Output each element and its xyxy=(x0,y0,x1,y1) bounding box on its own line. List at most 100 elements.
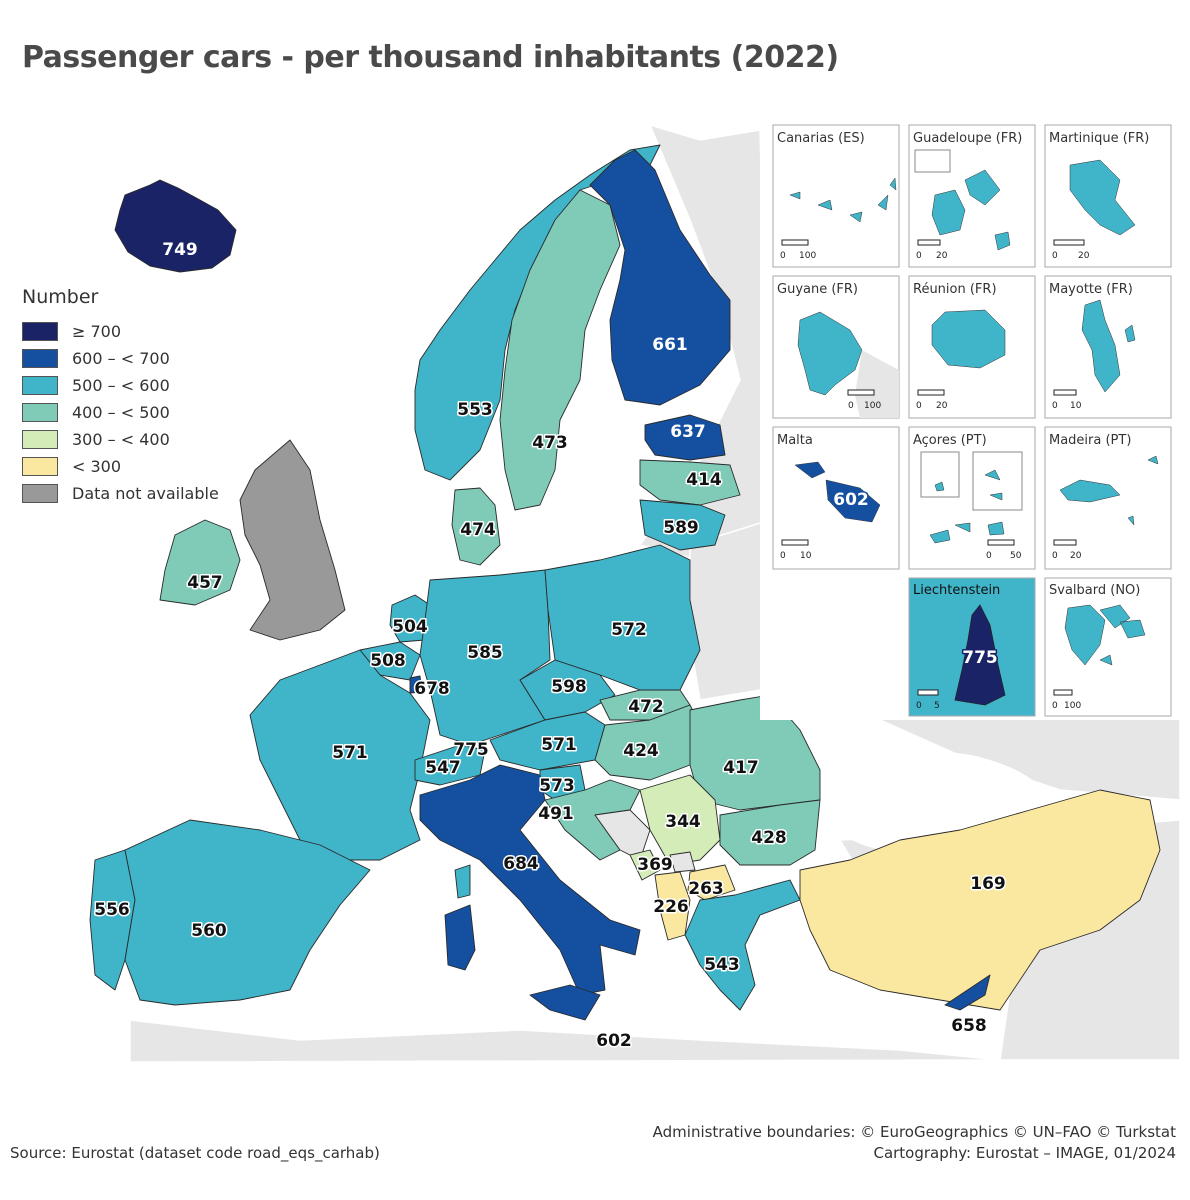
value-label-bulgaria: 428 xyxy=(751,828,787,848)
value-label-slovakia: 472 xyxy=(628,697,664,717)
region-ireland xyxy=(159,519,241,606)
inset-mayotte: Mayotte (FR) 0 10 xyxy=(1044,275,1172,419)
value-label-latvia: 414 xyxy=(686,470,722,490)
country-shapes xyxy=(89,144,1161,1021)
svg-text:10: 10 xyxy=(1070,401,1082,411)
region-north-macedonia xyxy=(687,864,736,901)
value-label-sweden: 473 xyxy=(532,433,568,453)
svg-text:Liechtenstein: Liechtenstein xyxy=(913,583,1000,598)
svg-text:Martinique (FR): Martinique (FR) xyxy=(1049,131,1149,146)
region-italy xyxy=(419,764,641,996)
value-label-poland: 572 xyxy=(611,620,647,640)
value-label-germany: 585 xyxy=(467,643,503,663)
value-label-slovenia: 573 xyxy=(539,776,575,796)
legend-label: 300 – < 400 xyxy=(72,430,170,449)
svg-text:20: 20 xyxy=(936,401,948,411)
svg-text:Madeira (PT): Madeira (PT) xyxy=(1049,433,1131,448)
source-note: Source: Eurostat (dataset code road_eqs_… xyxy=(10,1144,380,1162)
svg-text:0: 0 xyxy=(916,251,922,261)
region-united-kingdom xyxy=(239,439,346,641)
svg-text:Guyane (FR): Guyane (FR) xyxy=(777,282,858,297)
svg-text:0: 0 xyxy=(916,701,922,711)
value-label-norway: 553 xyxy=(457,400,493,420)
region-sweden xyxy=(499,189,621,511)
value-label-denmark: 474 xyxy=(460,520,496,540)
value-label-cyprus: 658 xyxy=(951,1016,987,1036)
inset-canarias: Canarias (ES) 0 100 xyxy=(772,124,900,268)
svg-text:20: 20 xyxy=(1078,251,1090,261)
legend-label: 400 – < 500 xyxy=(72,403,170,422)
region-sicily xyxy=(529,984,601,1021)
europe-map: 749 661 553 473 637 414 589 474 457 504 … xyxy=(89,115,1185,1063)
svg-text:100: 100 xyxy=(799,251,816,261)
value-label-liechtenstein-inset: 775 xyxy=(962,648,998,668)
value-label-north-macedonia: 263 xyxy=(688,879,724,899)
inset-guadeloupe: Guadeloupe (FR) 0 20 xyxy=(908,124,1036,268)
value-label-hungary: 424 xyxy=(623,741,659,761)
svg-text:20: 20 xyxy=(1070,551,1082,561)
svg-text:5: 5 xyxy=(934,701,940,711)
value-label-ireland: 457 xyxy=(187,573,223,593)
legend-label: < 300 xyxy=(72,457,122,476)
value-label-netherlands: 504 xyxy=(392,617,428,637)
legend-label: ≥ 700 xyxy=(72,322,122,341)
region-poland xyxy=(544,544,701,691)
value-label-malta: 602 xyxy=(833,490,869,510)
region-estonia xyxy=(644,414,726,461)
svg-text:100: 100 xyxy=(1064,701,1081,711)
region-latvia xyxy=(639,459,741,506)
value-label-czechia: 598 xyxy=(551,677,587,697)
map-legend: Number ≥ 700 600 – < 700 500 – < 600 400… xyxy=(22,286,219,507)
region-bosnia xyxy=(594,809,651,861)
svg-text:Canarias (ES): Canarias (ES) xyxy=(777,131,865,146)
value-label-austria: 571 xyxy=(541,735,577,755)
legend-item: 300 – < 400 xyxy=(22,426,219,453)
legend-swatch xyxy=(22,484,58,503)
value-label-france: 571 xyxy=(332,743,368,763)
svg-text:50: 50 xyxy=(1010,551,1022,561)
value-label-serbia: 344 xyxy=(665,812,701,832)
region-iceland xyxy=(114,179,237,273)
inset-azores: Açores (PT) 0 50 xyxy=(908,426,1036,570)
region-turkey xyxy=(799,789,1161,1011)
inset-madeira: Madeira (PT) 0 20 xyxy=(1044,426,1172,570)
region-kosovo xyxy=(669,851,696,873)
legend-item: < 300 xyxy=(22,453,219,480)
value-label-estonia: 637 xyxy=(670,422,706,442)
legend-swatch xyxy=(22,349,58,368)
legend-item: 400 – < 500 xyxy=(22,399,219,426)
value-label-portugal: 556 xyxy=(94,900,130,920)
value-label-malta-main: 602 xyxy=(596,1031,632,1051)
legend-title: Number xyxy=(22,286,99,308)
svg-text:0: 0 xyxy=(986,551,992,561)
region-cyprus xyxy=(944,974,991,1011)
legend-label: 600 – < 700 xyxy=(72,349,170,368)
map-credits: Administrative boundaries: © EuroGeograp… xyxy=(653,1122,1176,1164)
svg-text:Réunion (FR): Réunion (FR) xyxy=(913,282,997,297)
svg-text:0: 0 xyxy=(1052,251,1058,261)
value-label-spain: 560 xyxy=(191,921,227,941)
region-spain xyxy=(124,819,371,1006)
svg-text:0: 0 xyxy=(780,551,786,561)
inset-malta: Malta 602 0 10 xyxy=(772,426,900,570)
region-bulgaria xyxy=(719,799,821,866)
region-corsica xyxy=(454,864,471,899)
value-label-iceland: 749 xyxy=(162,240,198,260)
legend-swatch xyxy=(22,376,58,395)
value-label-belgium: 508 xyxy=(370,651,406,671)
svg-text:Mayotte (FR): Mayotte (FR) xyxy=(1049,282,1133,297)
svg-text:10: 10 xyxy=(800,551,812,561)
legend-label: 500 – < 600 xyxy=(72,376,170,395)
svg-text:100: 100 xyxy=(864,401,881,411)
legend-item: 600 – < 700 xyxy=(22,345,219,372)
region-finland xyxy=(589,149,731,406)
value-label-greece: 543 xyxy=(704,955,740,975)
legend-item: Data not available xyxy=(22,480,219,507)
region-luxembourg xyxy=(409,675,423,694)
cartography-credit: Cartography: Eurostat – IMAGE, 01/2024 xyxy=(873,1144,1176,1162)
value-label-liechtenstein: 775 xyxy=(453,740,489,760)
region-lithuania xyxy=(639,499,726,551)
svg-text:0: 0 xyxy=(916,401,922,411)
inset-svalbard: Svalbard (NO) 0 100 xyxy=(1044,577,1172,717)
page-title: Passenger cars - per thousand inhabitant… xyxy=(22,40,839,75)
